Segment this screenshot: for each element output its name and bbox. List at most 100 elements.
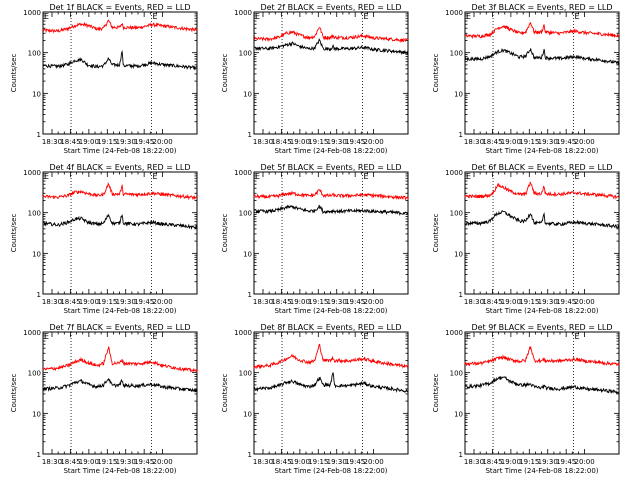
- plot-frame: [464, 11, 620, 135]
- y-tick-label: 10: [32, 250, 41, 258]
- y-tick-label: 100: [28, 370, 41, 378]
- x-tick-label: 20:00: [153, 458, 173, 466]
- panel-6: Det 6f BLACK = Events, RED = LLD 1 10 100 10…: [432, 163, 620, 315]
- x-tick-label: 19:15: [519, 298, 539, 306]
- events-series-line: [253, 204, 409, 216]
- x-tick-label: 20:00: [153, 138, 173, 146]
- start-marker: E: [255, 12, 260, 21]
- y-tick-label: 100: [28, 210, 41, 218]
- panel-title: Det 7f BLACK = Events, RED = LLD: [49, 323, 190, 332]
- lld-series-line: [42, 181, 198, 201]
- y-axis-label: Counts/sec: [432, 374, 440, 413]
- y-tick-label: 1000: [234, 329, 252, 337]
- x-tick-label: 19:45: [556, 298, 576, 306]
- x-tick-label: 18:45: [60, 138, 80, 146]
- lld-series-line: [42, 19, 198, 34]
- y-tick-label: 100: [450, 50, 463, 58]
- x-tick-label: 18:30: [464, 138, 484, 146]
- lld-series-line: [464, 21, 620, 40]
- y-tick-label: 1000: [23, 169, 41, 177]
- start-marker: E: [44, 332, 49, 341]
- x-tick-label: 19:45: [134, 138, 154, 146]
- plot-frame: [464, 171, 620, 295]
- x-tick-label: 19:30: [327, 298, 347, 306]
- x-tick-label: 18:30: [253, 298, 273, 306]
- x-tick-label: 20:00: [364, 458, 384, 466]
- lld-series-line: [253, 343, 409, 370]
- x-axis-label: Start Time (24-Feb-08 18:22:00): [63, 147, 176, 155]
- panel-title: Det 5f BLACK = Events, RED = LLD: [260, 163, 401, 172]
- events-series-line: [253, 38, 409, 56]
- y-tick-label: 10: [243, 90, 252, 98]
- x-tick-label: 19:45: [556, 458, 576, 466]
- panel-8: Det 8f BLACK = Events, RED = LLD 1 10 100 10…: [221, 323, 409, 475]
- plot-frame: [464, 331, 620, 455]
- x-tick-label: 18:45: [482, 138, 502, 146]
- x-tick-label: 19:30: [116, 458, 136, 466]
- x-axis-label: Start Time (24-Feb-08 18:22:00): [485, 307, 598, 315]
- y-tick-label: 1000: [445, 9, 463, 17]
- x-tick-label: 19:15: [308, 298, 328, 306]
- x-tick-label: 19:45: [556, 138, 576, 146]
- y-tick-label: 1: [37, 291, 41, 299]
- x-tick-label: 19:00: [501, 298, 521, 306]
- x-tick-label: 19:45: [134, 458, 154, 466]
- x-tick-label: 19:15: [519, 138, 539, 146]
- y-tick-label: 1: [248, 451, 252, 459]
- panel-title: Det 6f BLACK = Events, RED = LLD: [471, 163, 612, 172]
- x-tick-label: 18:30: [42, 298, 62, 306]
- y-tick-label: 1: [37, 131, 41, 139]
- events-series-line: [42, 213, 198, 231]
- y-tick-label: 1: [248, 131, 252, 139]
- y-tick-label: 100: [239, 210, 252, 218]
- x-tick-label: 19:00: [79, 138, 99, 146]
- lld-series-line: [464, 181, 620, 200]
- lld-series-line: [42, 346, 198, 373]
- x-tick-label: 19:00: [290, 458, 310, 466]
- x-tick-label: 18:30: [42, 138, 62, 146]
- y-tick-label: 1: [459, 451, 463, 459]
- start-marker: E: [44, 12, 49, 21]
- end-marker: E: [575, 172, 580, 181]
- x-tick-label: 19:30: [538, 138, 558, 146]
- x-tick-label: 18:30: [253, 458, 273, 466]
- events-series-line: [464, 376, 620, 395]
- events-series-line: [42, 377, 198, 393]
- x-tick-label: 19:00: [501, 458, 521, 466]
- x-tick-label: 19:45: [345, 298, 365, 306]
- y-tick-label: 100: [28, 50, 41, 58]
- end-marker: E: [575, 332, 580, 341]
- start-marker: E: [466, 332, 471, 341]
- end-marker: E: [153, 12, 158, 21]
- x-tick-label: 20:00: [153, 298, 173, 306]
- x-tick-label: 19:15: [97, 458, 117, 466]
- x-tick-label: 19:30: [538, 298, 558, 306]
- x-tick-label: 19:45: [345, 458, 365, 466]
- start-marker: E: [44, 172, 49, 181]
- x-tick-label: 19:15: [519, 458, 539, 466]
- x-tick-label: 19:45: [134, 298, 154, 306]
- end-marker: E: [153, 172, 158, 181]
- x-tick-label: 19:45: [345, 138, 365, 146]
- x-tick-label: 18:30: [464, 458, 484, 466]
- end-marker: E: [575, 12, 580, 21]
- y-tick-label: 1000: [445, 169, 463, 177]
- y-tick-label: 1000: [234, 169, 252, 177]
- x-tick-label: 20:00: [575, 138, 595, 146]
- x-tick-label: 19:15: [97, 298, 117, 306]
- x-axis-label: Start Time (24-Feb-08 18:22:00): [485, 467, 598, 475]
- end-marker: E: [364, 12, 369, 21]
- y-tick-label: 1000: [234, 9, 252, 17]
- panel-2: Det 2f BLACK = Events, RED = LLD 1 10 100 10…: [221, 3, 409, 155]
- end-marker: E: [153, 332, 158, 341]
- y-tick-label: 100: [450, 210, 463, 218]
- plot-frame: [253, 11, 409, 135]
- y-tick-label: 10: [243, 410, 252, 418]
- start-marker: E: [466, 12, 471, 21]
- events-series-line: [464, 48, 620, 66]
- panel-7: Det 7f BLACK = Events, RED = LLD 1 10 100 10…: [10, 323, 198, 475]
- y-tick-label: 10: [243, 250, 252, 258]
- x-tick-label: 19:00: [501, 138, 521, 146]
- x-tick-label: 19:00: [290, 138, 310, 146]
- panel-title: Det 1f BLACK = Events, RED = LLD: [49, 3, 190, 12]
